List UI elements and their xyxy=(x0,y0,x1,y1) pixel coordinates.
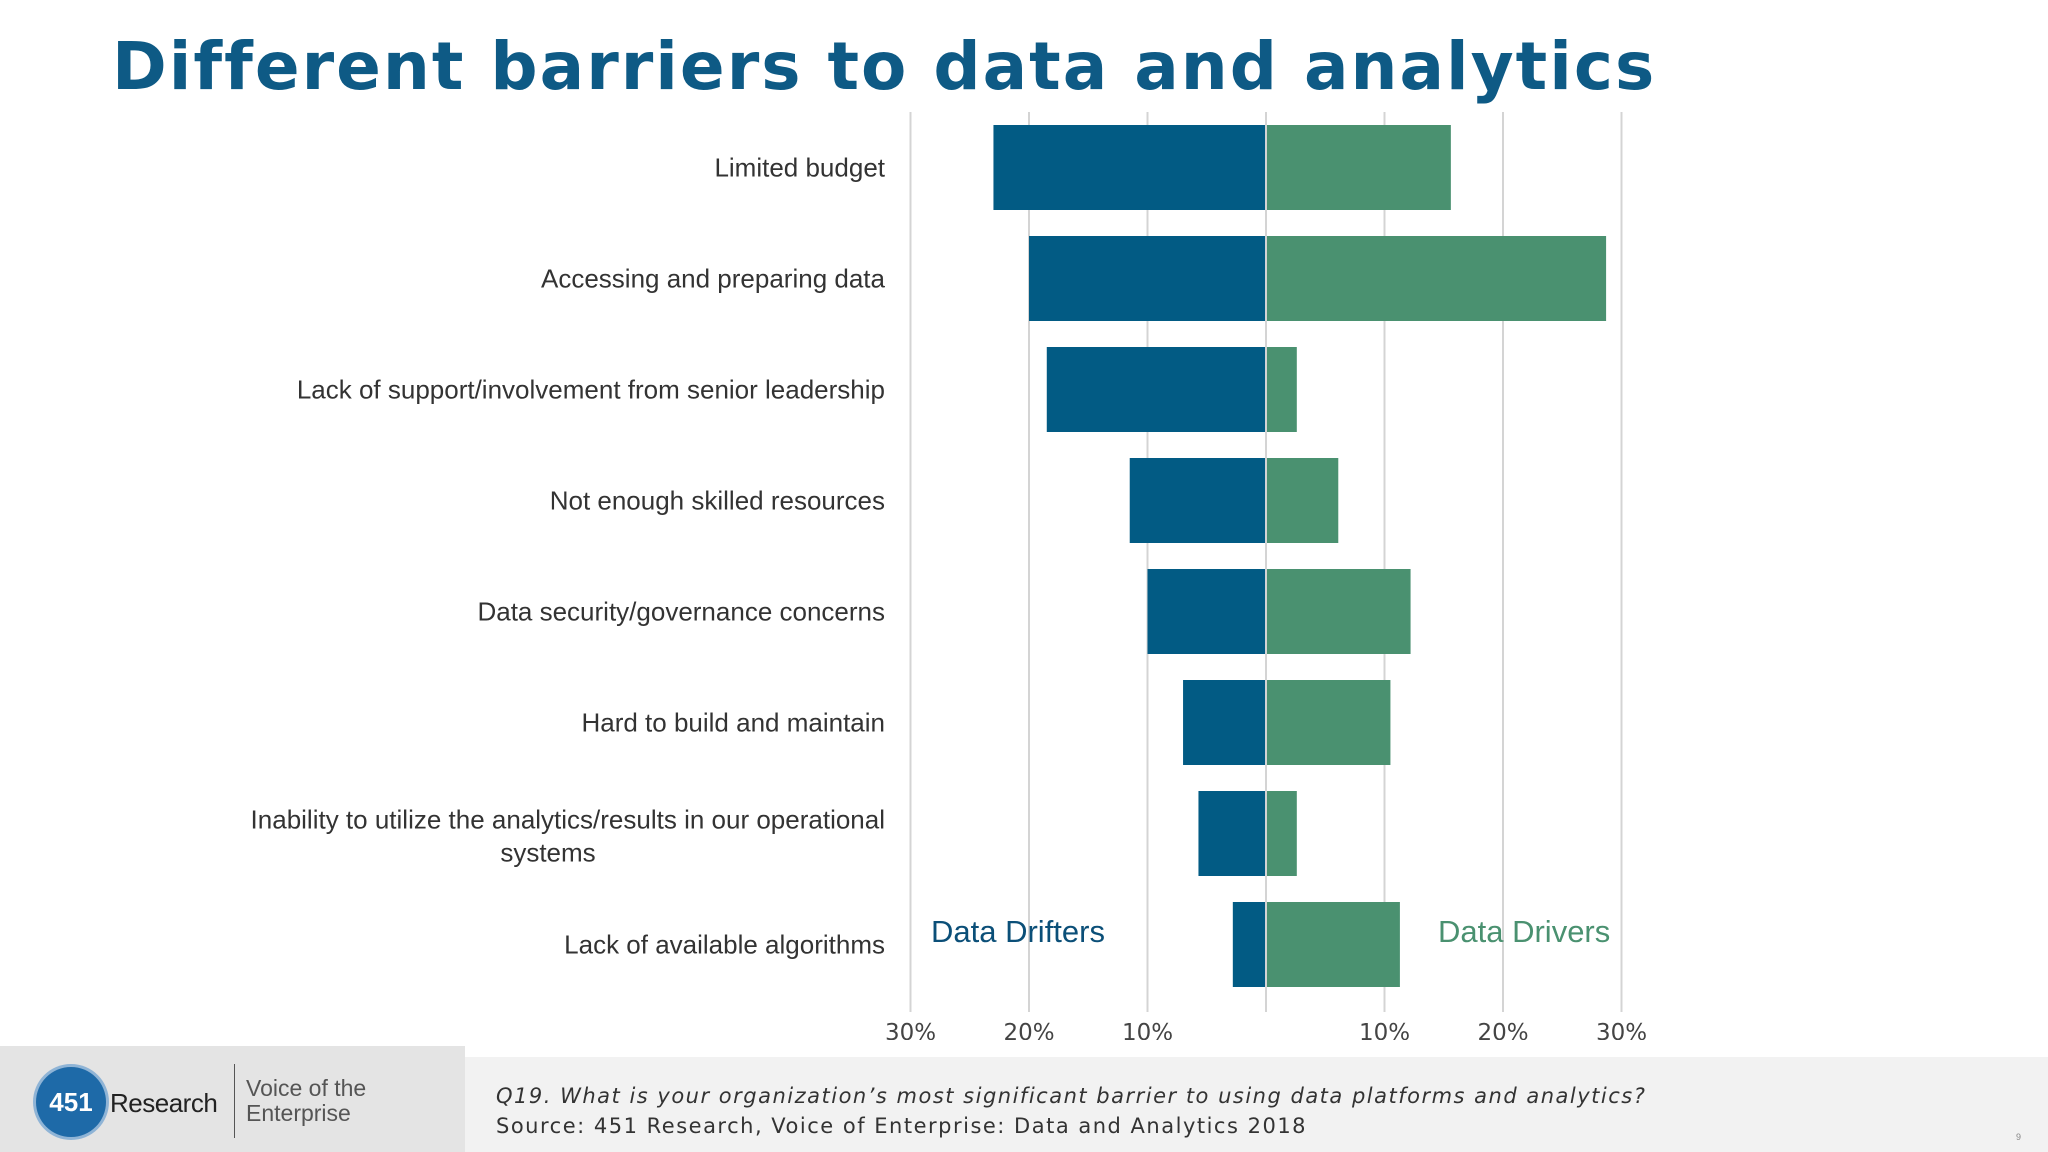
category-label: Accessing and preparing data xyxy=(541,264,886,294)
x-tick-label: 30% xyxy=(1596,1020,1647,1040)
bar-drifters xyxy=(1029,236,1266,321)
logo-mark: 451 xyxy=(36,1067,106,1137)
legend-data-drivers: Data Drivers xyxy=(1438,914,1610,949)
category-label: Limited budget xyxy=(714,153,885,183)
bar-drifters xyxy=(1129,458,1266,543)
category-label: Lack of available algorithms xyxy=(564,930,885,960)
bar-drifters xyxy=(1147,569,1266,654)
x-tick-label: 20% xyxy=(1477,1020,1528,1040)
bar-drifters xyxy=(1046,347,1266,432)
category-label: Hard to build and maintain xyxy=(581,708,885,738)
bar-drivers xyxy=(1266,458,1339,543)
bar-drifters xyxy=(1183,680,1266,765)
logo-tagline: Voice of the Enterprise xyxy=(246,1075,367,1126)
category-label: Not enough skilled resources xyxy=(550,486,885,516)
bar-drivers xyxy=(1266,125,1451,210)
x-tick-label: 20% xyxy=(1003,1020,1054,1040)
bar-drivers xyxy=(1266,569,1411,654)
logo-wordmark: Research xyxy=(110,1088,218,1118)
x-tick-label: 10% xyxy=(1359,1020,1410,1040)
bar-drifters xyxy=(1232,902,1266,987)
page-title: Different barriers to data and analytics xyxy=(112,28,1657,105)
footer-caption-panel xyxy=(465,1057,2048,1152)
category-label: Inability to utilize the analytics/resul… xyxy=(251,805,885,835)
logo-divider xyxy=(234,1064,235,1138)
bar-drivers xyxy=(1266,902,1400,987)
category-label: systems xyxy=(500,838,595,868)
x-tick-label: 30% xyxy=(885,1020,936,1040)
category-label: Lack of support/involvement from senior … xyxy=(297,375,885,405)
bar-drifters xyxy=(993,125,1266,210)
bar-drivers xyxy=(1266,347,1297,432)
bar-drivers xyxy=(1266,680,1391,765)
survey-question: Q19. What is your organization’s most si… xyxy=(496,1084,1647,1108)
diverging-bar-chart: Limited budget Accessing and preparing da… xyxy=(251,112,1647,1040)
x-tick-label: 10% xyxy=(1122,1020,1173,1040)
bar-drivers xyxy=(1266,791,1297,876)
page-number: 9 xyxy=(2016,1132,2022,1142)
legend-data-drifters: Data Drifters xyxy=(931,914,1105,949)
category-label: Data security/governance concerns xyxy=(477,597,885,627)
bar-drivers xyxy=(1266,236,1607,321)
bar-drifters xyxy=(1198,791,1266,876)
source-note: Source: 451 Research, Voice of Enterpris… xyxy=(496,1114,1308,1138)
